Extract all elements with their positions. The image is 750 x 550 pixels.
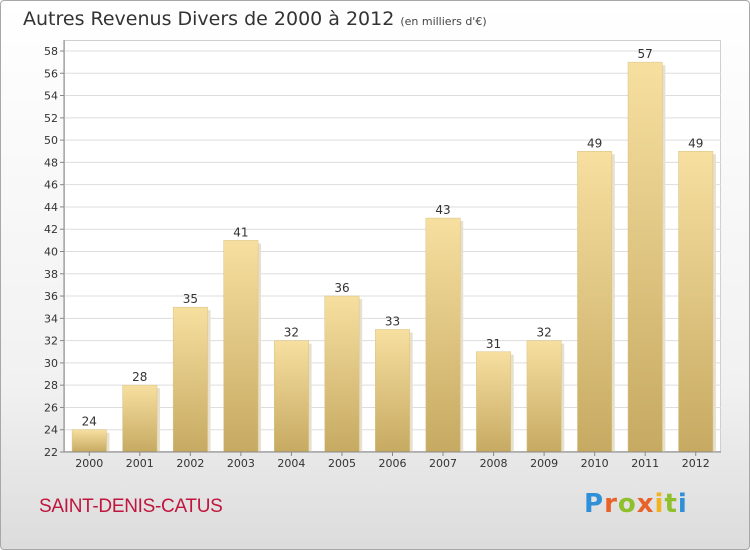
bar	[122, 384, 158, 453]
x-tick-label: 2006	[379, 457, 407, 470]
data-labels: 24 28 35 41 32 36 33 43 31 32 49 57 49	[82, 47, 704, 429]
data-label: 28	[132, 370, 147, 384]
data-label: 49	[688, 136, 703, 150]
bar	[577, 151, 613, 453]
data-label: 57	[638, 47, 653, 61]
data-label: 43	[435, 203, 450, 217]
data-label: 41	[233, 225, 248, 239]
bar	[526, 340, 562, 453]
y-tick-label: 32	[44, 335, 58, 348]
proxiti-logo: Proxiti	[584, 489, 688, 519]
data-label: 24	[82, 415, 97, 429]
data-label: 35	[183, 292, 198, 306]
y-tick-label: 30	[44, 357, 58, 370]
data-label: 49	[587, 136, 602, 150]
bar	[425, 217, 461, 453]
y-tick-label: 58	[44, 45, 58, 58]
chart-title-text: Autres Revenus Divers de 2000 à 2012	[23, 8, 395, 30]
y-tick-label: 22	[44, 446, 58, 459]
y-tick-label: 34	[44, 312, 58, 325]
bar	[172, 306, 208, 453]
x-tick-label: 2009	[530, 457, 558, 470]
bar	[476, 351, 512, 453]
bar	[273, 340, 309, 453]
x-tick-label: 2007	[429, 457, 457, 470]
y-tick-label: 44	[44, 201, 58, 214]
data-label: 33	[385, 314, 400, 328]
y-tick-label: 42	[44, 223, 58, 236]
bars	[71, 61, 716, 453]
y-tick-label: 50	[44, 134, 58, 147]
y-tick-label: 56	[44, 67, 58, 80]
chart-subtitle: (en milliers d'€)	[400, 15, 487, 28]
bar	[71, 429, 107, 453]
y-axis: 22 24 26 28 30 32 34 36 38 40 42 44 46 48 50 52 54 56 58	[44, 40, 65, 459]
bar	[627, 61, 663, 453]
x-tick-label: 2005	[328, 457, 356, 470]
x-tick-label: 2011	[631, 457, 659, 470]
y-tick-label: 52	[44, 112, 58, 125]
x-tick-label: 2000	[75, 457, 103, 470]
x-tick-label: 2004	[277, 457, 305, 470]
data-label: 32	[536, 326, 551, 340]
chart-title: Autres Revenus Divers de 2000 à 2012 (en …	[23, 8, 487, 30]
y-tick-label: 36	[44, 290, 58, 303]
data-label: 36	[334, 281, 349, 295]
data-label: 32	[284, 326, 299, 340]
y-tick-label: 54	[44, 90, 58, 103]
y-tick-label: 28	[44, 379, 58, 392]
x-tick-label: 2010	[581, 457, 609, 470]
y-tick-label: 48	[44, 156, 58, 169]
x-tick-label: 2001	[126, 457, 154, 470]
y-tick-label: 46	[44, 179, 58, 192]
x-axis: 2000 2001 2002 2003 2004 2005 2006 2007 2008 2009…	[64, 451, 721, 470]
y-tick-label: 40	[44, 246, 58, 259]
y-tick-label: 38	[44, 268, 58, 281]
bar	[375, 329, 410, 453]
x-tick-label: 2003	[227, 457, 255, 470]
bar	[223, 240, 259, 453]
bar	[678, 151, 714, 453]
data-label: 31	[486, 337, 501, 351]
x-tick-label: 2002	[176, 457, 204, 470]
y-tick-label: 24	[44, 424, 58, 437]
x-tick-label: 2008	[480, 457, 508, 470]
commune-name: SAINT-DENIS-CATUS	[39, 496, 223, 517]
x-tick-label: 2012	[682, 457, 710, 470]
bar	[324, 295, 360, 453]
y-tick-label: 26	[44, 401, 58, 414]
